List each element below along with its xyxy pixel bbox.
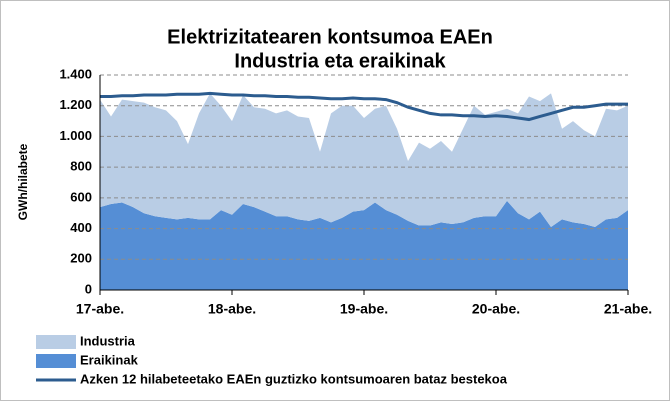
x-tick-label: 19-abe.	[340, 301, 388, 317]
x-tick-label: 17-abe.	[76, 301, 124, 317]
chart-title: Elektrizitatearen kontsumoa EAEn	[167, 26, 493, 48]
x-tick-label: 18-abe.	[208, 301, 256, 317]
y-tick-label: 200	[70, 251, 92, 266]
y-tick-label: 800	[70, 159, 92, 174]
x-tick-label: 21-abe.	[604, 301, 652, 317]
y-tick-label: 600	[70, 189, 92, 204]
legend-swatch	[36, 354, 76, 368]
legend-label: Eraikinak	[80, 352, 139, 367]
chart-title: Industria eta eraikinak	[234, 50, 446, 72]
y-axis-label: GWh/hilabete	[16, 143, 30, 220]
y-tick-label: 1.000	[59, 128, 92, 143]
legend-label: Azken 12 hilabeteetako EAEn guztizko kon…	[80, 371, 508, 386]
area	[100, 93, 628, 228]
line	[100, 91, 628, 122]
y-tick-label: 0	[85, 281, 92, 296]
y-tick-label: 400	[70, 220, 92, 235]
y-tick-label: 1.400	[59, 66, 92, 81]
x-tick-label: 20-abe.	[472, 301, 520, 317]
legend-swatch	[36, 335, 76, 349]
y-tick-label: 1.200	[59, 97, 92, 112]
legend-label: Industria	[80, 333, 136, 348]
area	[100, 200, 628, 290]
